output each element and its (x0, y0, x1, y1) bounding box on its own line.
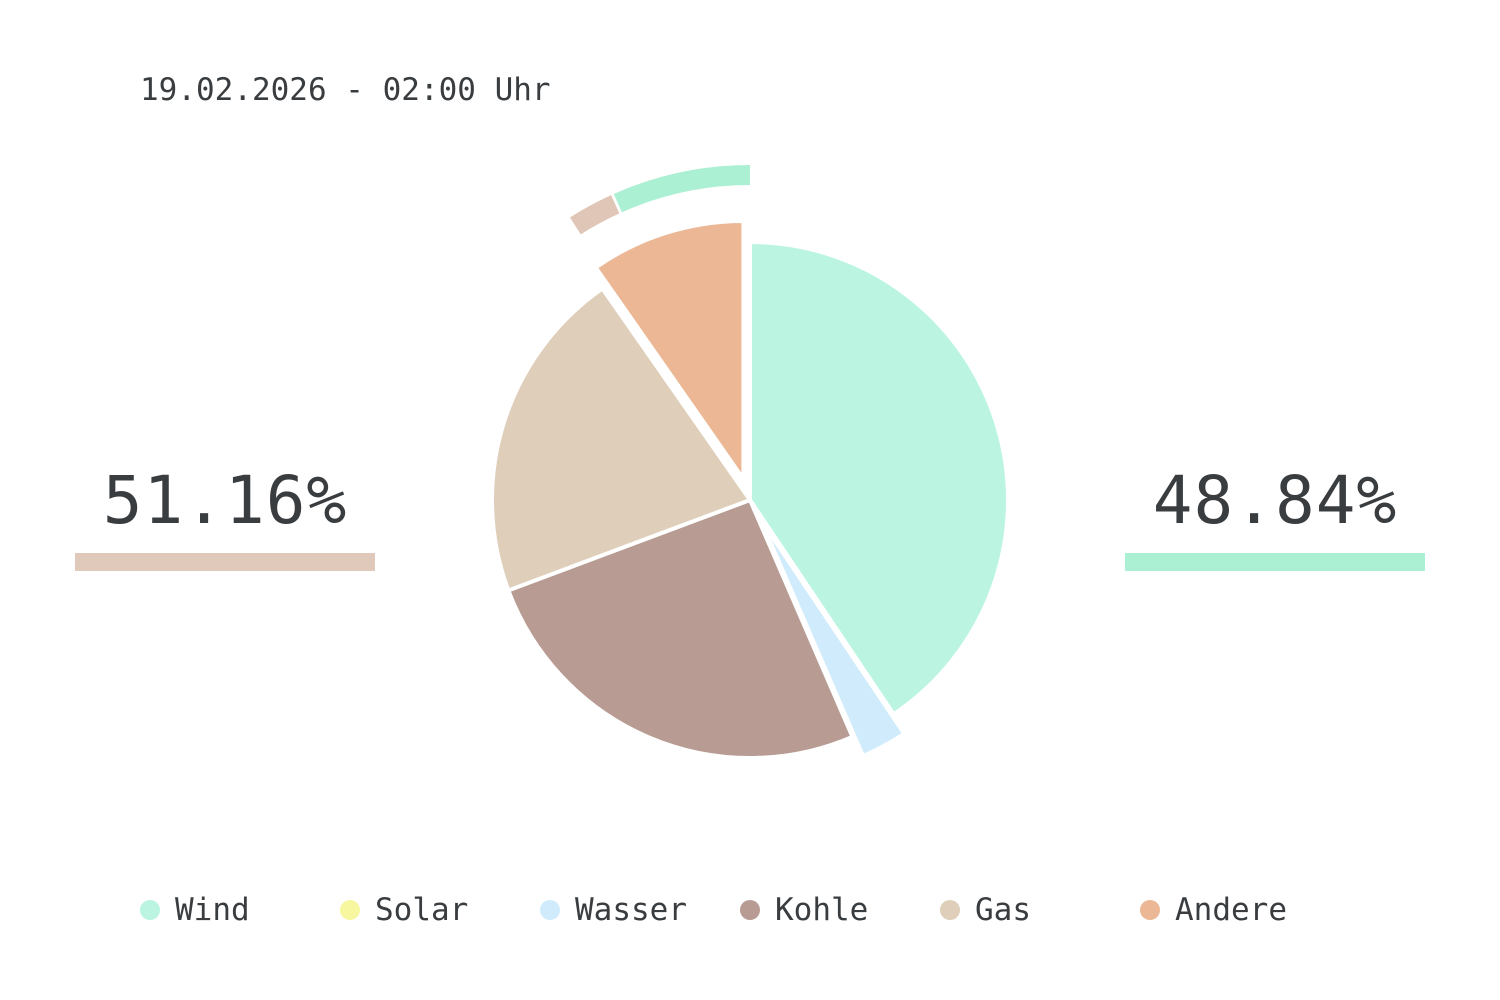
legend-label-solar: Solar (375, 892, 469, 928)
left-percentage-bar (75, 553, 375, 571)
pie-slice-andere (593, 219, 746, 482)
right-percentage: 48.84% (1152, 462, 1398, 539)
outer-ring-segment-right (613, 165, 751, 213)
legend-swatch-kohle (740, 900, 760, 920)
legend-item-kohle: Kohle (740, 890, 868, 930)
legend-item-andere: Andere (1140, 890, 1287, 930)
legend-swatch-wasser (540, 900, 560, 920)
chart-legend: Wind Solar Wasser Kohle Gas Andere (0, 890, 1500, 930)
legend-item-gas: Gas (940, 890, 1031, 930)
legend-label-andere: Andere (1175, 892, 1287, 928)
legend-swatch-gas (940, 900, 960, 920)
legend-label-wasser: Wasser (575, 892, 687, 928)
left-percentage: 51.16% (102, 462, 348, 539)
pie-slice-wind (748, 240, 1010, 717)
chart-timestamp: 19.02.2026 - 02:00 Uhr (140, 72, 551, 108)
legend-label-kohle: Kohle (775, 892, 869, 928)
pie-slice-kohle (506, 498, 855, 760)
legend-item-wasser: Wasser (540, 890, 687, 930)
outer-ring-segment-left (570, 195, 620, 235)
pie-slice-gas (490, 286, 752, 593)
legend-swatch-andere (1140, 900, 1160, 920)
legend-swatch-solar (340, 900, 360, 920)
legend-swatch-wind (140, 900, 160, 920)
legend-label-gas: Gas (975, 892, 1031, 928)
pie-slice-wasser (758, 517, 907, 759)
legend-item-wind: Wind (140, 890, 250, 930)
right-percentage-bar (1125, 553, 1425, 571)
legend-item-solar: Solar (340, 890, 468, 930)
legend-label-wind: Wind (175, 892, 250, 928)
